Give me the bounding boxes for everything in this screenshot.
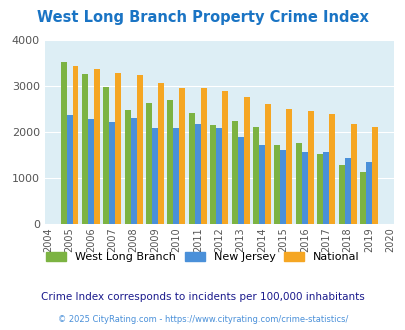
Bar [60, 62, 66, 224]
Bar [200, 88, 206, 224]
Bar [237, 137, 243, 224]
Bar [94, 69, 100, 224]
Bar [328, 114, 335, 224]
Bar [146, 103, 152, 224]
Bar [188, 113, 194, 224]
Bar [103, 87, 109, 224]
Bar [371, 127, 377, 224]
Bar [124, 110, 130, 224]
Bar [258, 145, 264, 224]
Bar [322, 152, 328, 224]
Bar [109, 122, 115, 224]
Bar [222, 91, 228, 224]
Bar [115, 73, 121, 224]
Bar [338, 165, 344, 224]
Bar [301, 152, 307, 224]
Bar [264, 104, 270, 224]
Bar [82, 74, 88, 224]
Bar [216, 128, 222, 224]
Bar [136, 75, 142, 224]
Bar [194, 124, 200, 224]
Bar [88, 118, 94, 224]
Bar [280, 149, 286, 224]
Text: Crime Index corresponds to incidents per 100,000 inhabitants: Crime Index corresponds to incidents per… [41, 292, 364, 302]
Bar [316, 154, 322, 224]
Bar [307, 111, 313, 224]
Bar [158, 83, 164, 224]
Bar [130, 118, 136, 224]
Bar [167, 100, 173, 224]
Legend: West Long Branch, New Jersey, National: West Long Branch, New Jersey, National [42, 248, 363, 267]
Bar [365, 162, 371, 224]
Bar [173, 128, 179, 224]
Bar [344, 158, 350, 224]
Bar [243, 97, 249, 224]
Text: © 2025 CityRating.com - https://www.cityrating.com/crime-statistics/: © 2025 CityRating.com - https://www.city… [58, 315, 347, 324]
Bar [152, 128, 158, 224]
Bar [179, 88, 185, 224]
Bar [231, 121, 237, 224]
Bar [274, 145, 280, 224]
Bar [359, 172, 365, 224]
Bar [295, 143, 301, 224]
Bar [72, 66, 78, 224]
Bar [286, 109, 292, 224]
Text: West Long Branch Property Crime Index: West Long Branch Property Crime Index [37, 10, 368, 25]
Bar [210, 125, 216, 224]
Bar [252, 127, 258, 224]
Bar [66, 115, 72, 224]
Bar [350, 124, 356, 224]
